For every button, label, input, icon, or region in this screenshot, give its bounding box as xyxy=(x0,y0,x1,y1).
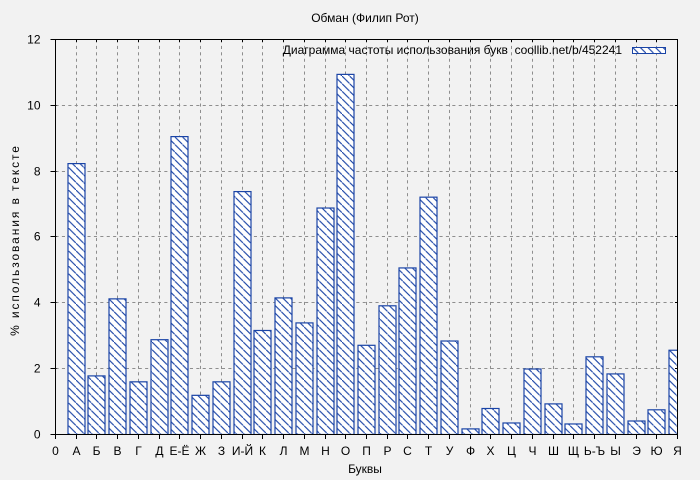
svg-text:Н: Н xyxy=(321,444,330,458)
svg-text:Д: Д xyxy=(155,444,163,458)
svg-text:Г: Г xyxy=(135,444,142,458)
svg-text:К: К xyxy=(259,444,266,458)
svg-text:У: У xyxy=(446,444,454,458)
svg-text:Р: Р xyxy=(383,444,391,458)
svg-text:Л: Л xyxy=(280,444,288,458)
svg-text:А: А xyxy=(72,444,80,458)
svg-text:Обман (Филип Рот): Обман (Филип Рот) xyxy=(311,11,419,25)
svg-text:О: О xyxy=(341,444,350,458)
svg-text:Э: Э xyxy=(632,444,641,458)
svg-text:Буквы: Буквы xyxy=(348,462,382,476)
svg-text:С: С xyxy=(403,444,412,458)
svg-text:М: М xyxy=(300,444,310,458)
svg-text:Ь-Ъ: Ь-Ъ xyxy=(584,444,605,458)
svg-text:Х: Х xyxy=(486,444,494,458)
svg-text:10: 10 xyxy=(27,99,41,113)
svg-text:Б: Б xyxy=(93,444,101,458)
svg-text:Е-Ё: Е-Ё xyxy=(169,444,189,458)
svg-text:12: 12 xyxy=(27,33,41,47)
svg-text:0: 0 xyxy=(34,428,41,442)
svg-text:6: 6 xyxy=(34,230,41,244)
svg-text:Ч: Ч xyxy=(529,444,537,458)
svg-text:0: 0 xyxy=(52,444,59,458)
svg-text:Ф: Ф xyxy=(466,444,475,458)
svg-text:В: В xyxy=(113,444,121,458)
svg-text:8: 8 xyxy=(34,165,41,179)
svg-text:З: З xyxy=(218,444,225,458)
svg-text:Ю: Ю xyxy=(650,444,662,458)
svg-text:Ш: Ш xyxy=(548,444,559,458)
svg-text:Ы: Ы xyxy=(610,444,621,458)
svg-text:2: 2 xyxy=(34,362,41,376)
svg-text:П: П xyxy=(362,444,371,458)
svg-text:Я: Я xyxy=(673,444,682,458)
svg-text:Ц: Ц xyxy=(507,444,516,458)
svg-text:И-Й: И-Й xyxy=(232,443,253,458)
svg-text:4: 4 xyxy=(34,296,41,310)
svg-text:Щ: Щ xyxy=(568,444,579,458)
svg-text:Ж: Ж xyxy=(195,444,206,458)
svg-text:Т: Т xyxy=(425,444,433,458)
svg-text:Диаграмма частоты использовани: Диаграмма частоты использования букв coo… xyxy=(283,43,623,57)
svg-text:% использования в тексте: % использования в тексте xyxy=(8,144,22,336)
